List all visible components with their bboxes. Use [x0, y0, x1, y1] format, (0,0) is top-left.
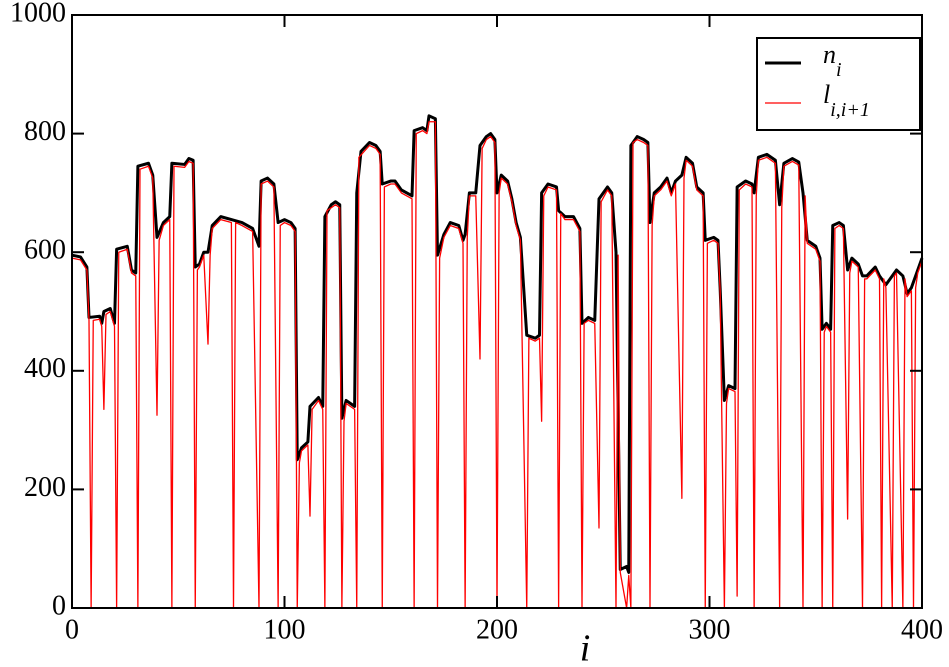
y-tick-label: 400	[24, 353, 66, 384]
legend-subscript: i,i+1	[830, 99, 870, 121]
y-tick-label: 1000	[10, 0, 66, 28]
x-tick-label: 300	[689, 614, 731, 645]
legend-name: l	[823, 80, 830, 109]
data-line	[71, 121, 923, 609]
x-tick-label: 0	[65, 614, 79, 645]
legend-name: n	[823, 40, 836, 69]
y-tick-label: 600	[24, 235, 66, 266]
legend-subscript: i	[836, 59, 842, 81]
x-tick-label: 400	[901, 614, 943, 645]
x-tick-label: 100	[264, 614, 306, 645]
y-tick-label: 200	[24, 472, 66, 503]
legend-label: li,i+1	[823, 80, 870, 121]
y-tick-label: 800	[24, 116, 66, 147]
x-tick-label: 200	[476, 614, 518, 645]
x-axis-label: i	[580, 628, 591, 667]
data-line	[71, 114, 924, 574]
y-tick-label: 0	[52, 590, 66, 621]
legend-box	[756, 37, 921, 131]
legend-label: ni	[823, 40, 842, 81]
